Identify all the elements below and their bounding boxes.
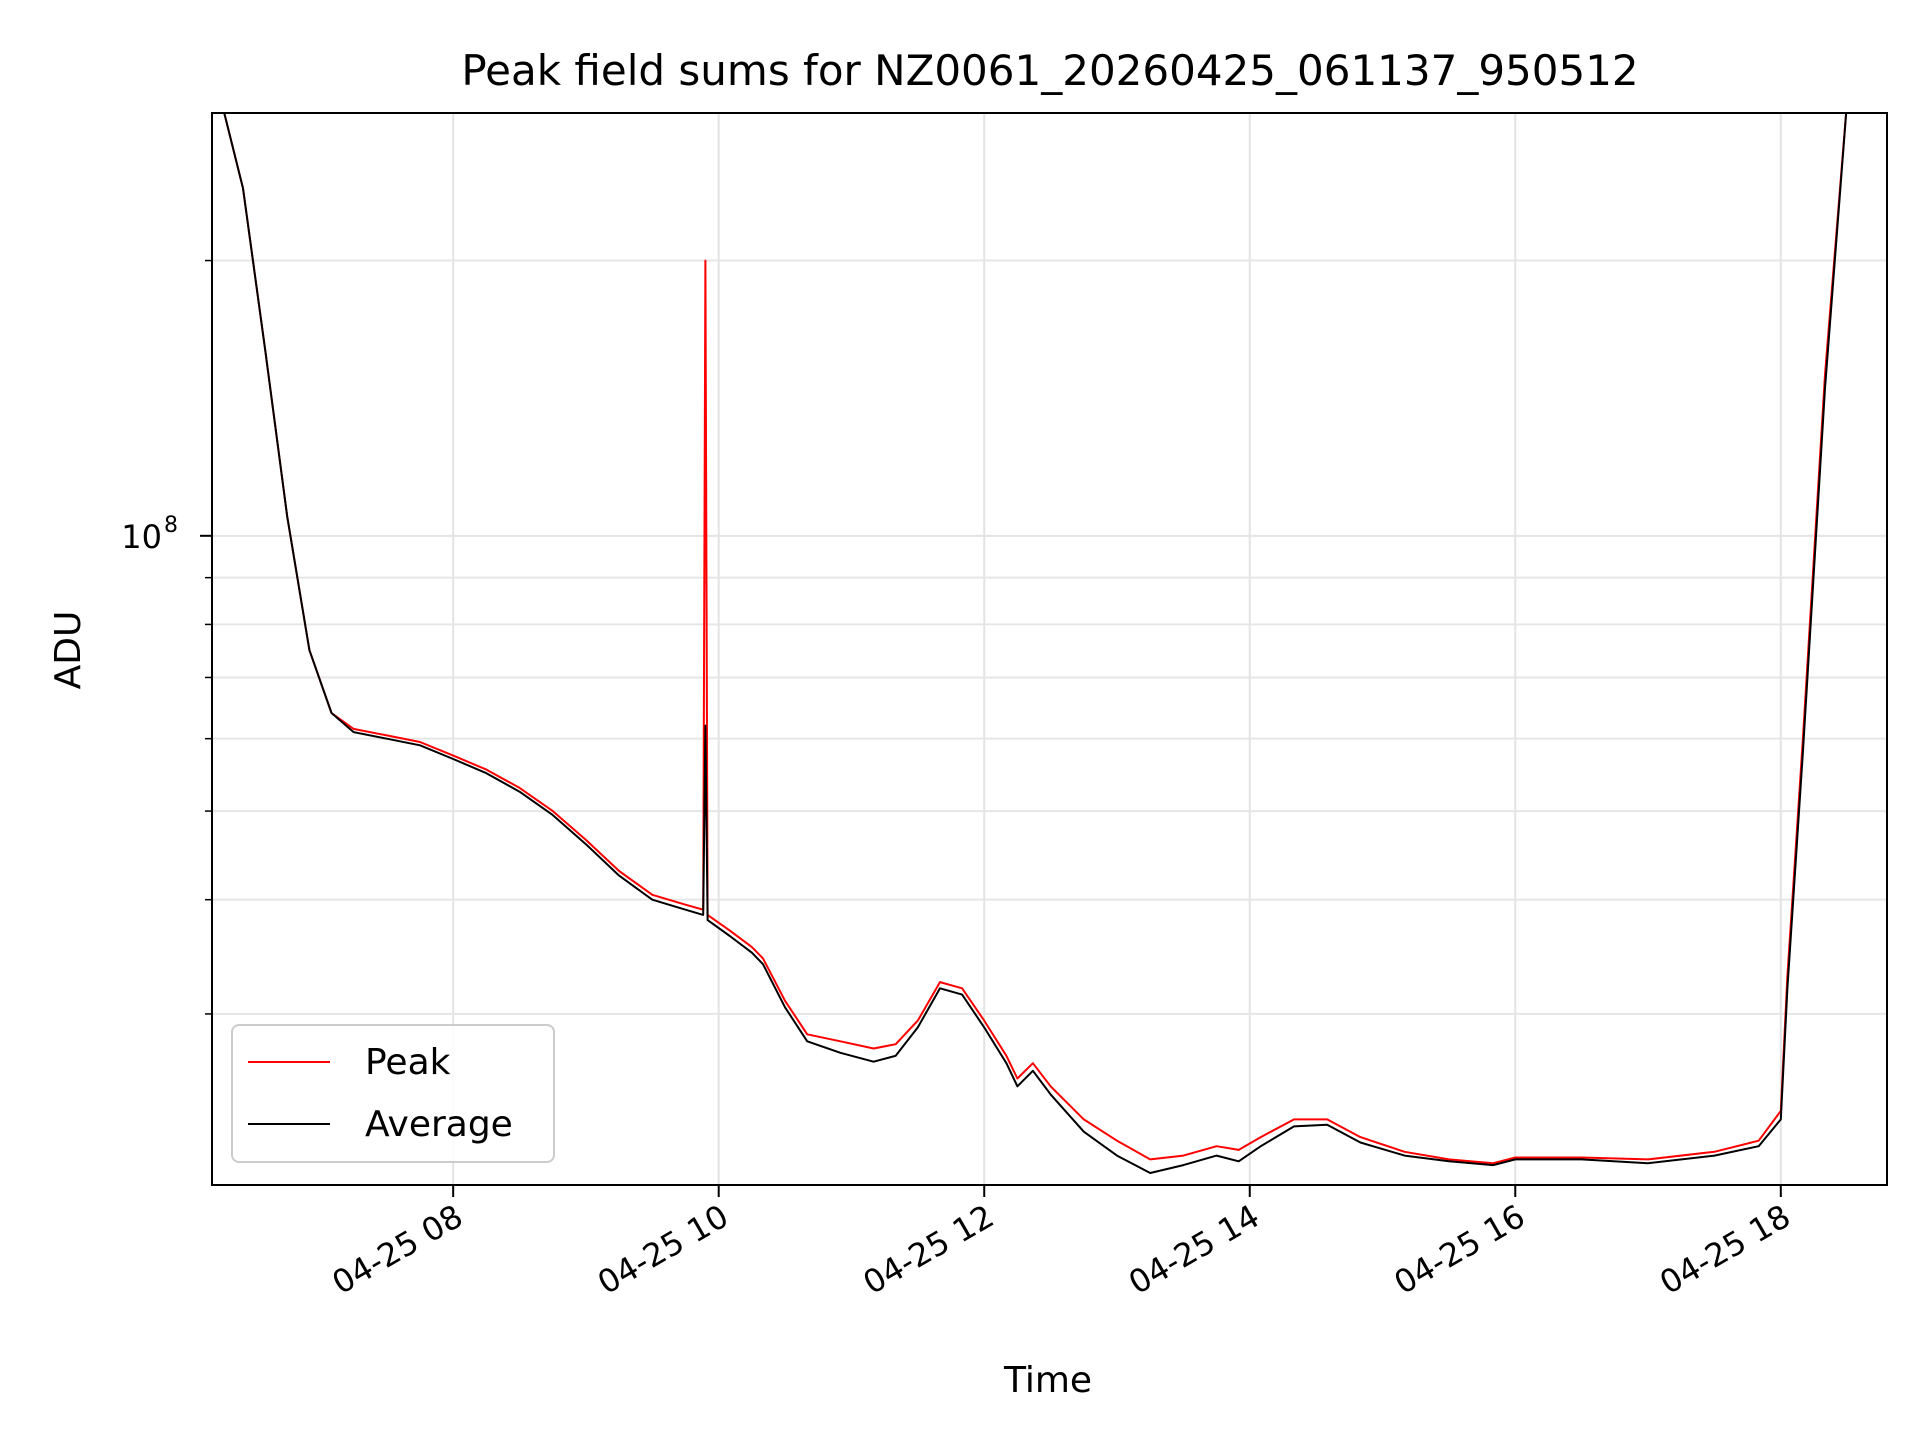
chart-title: Peak field sums for NZ0061_20260425_0611… [461,46,1638,95]
legend-label-average: Average [365,1104,513,1145]
grid [212,113,1887,1185]
plot-frame [211,112,1888,1186]
series-line-peak [223,113,1848,1165]
legend: Peak Average [231,1024,555,1163]
legend-label-peak: Peak [365,1042,451,1083]
series-line-average [223,113,1848,1174]
y-tick-label-exponent: 8 [164,513,178,538]
series-group [223,113,1848,1174]
x-axis-label: Time [1003,1360,1092,1401]
y-tick-label: 10 [121,518,162,556]
y-axis-label: ADU [48,611,89,690]
legend-box [231,1024,555,1163]
